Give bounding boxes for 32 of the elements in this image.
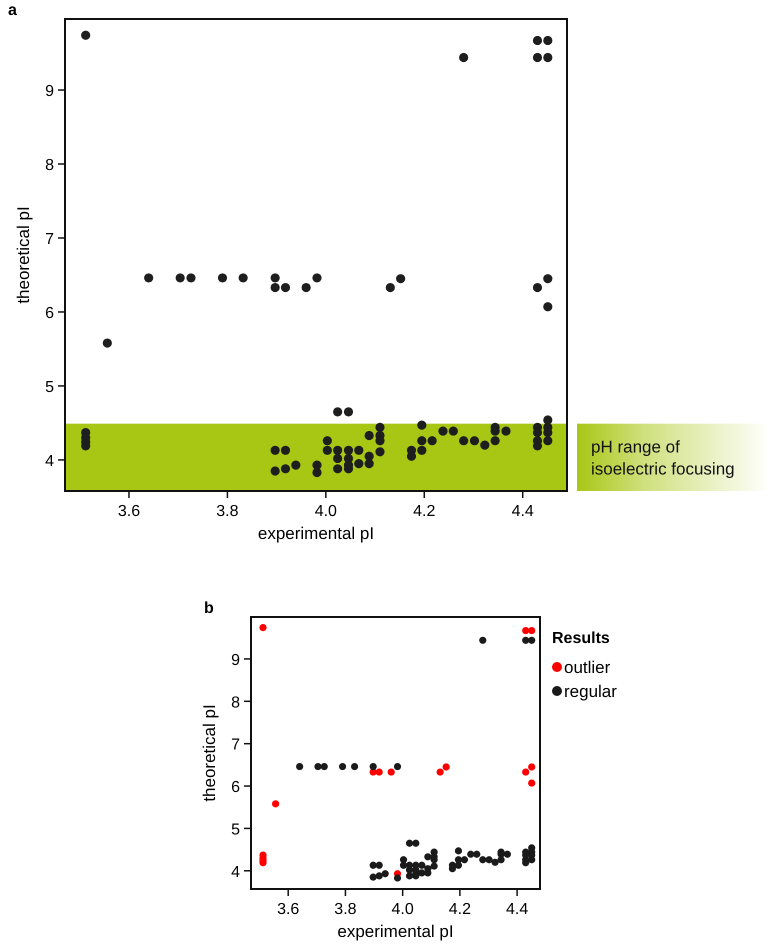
y-tick-label: 5 [231, 821, 240, 838]
legend-title: Results [552, 630, 610, 647]
y-tick-label: 4 [45, 452, 54, 470]
legend-label: regular [564, 682, 618, 701]
x-tick-label: 4.2 [413, 503, 436, 520]
y-tick-label: 6 [45, 304, 54, 322]
y-tick-label: 8 [45, 157, 54, 174]
legend-label: outlier [564, 658, 611, 677]
x-tick-label: 3.8 [334, 901, 357, 918]
y-axis-title: theoretical pI [200, 704, 219, 802]
x-axis-title: experimental pI [337, 922, 454, 941]
x-tick-label: 4.0 [392, 901, 414, 918]
y-tick-label: 9 [45, 83, 54, 100]
y-tick-label: 7 [45, 230, 54, 248]
y-tick-label: 5 [45, 378, 54, 396]
x-tick-label: 4.4 [512, 503, 534, 520]
x-tick-label: 4.0 [314, 503, 338, 520]
y-tick-label: 6 [231, 779, 240, 796]
y-axis-title: theoretical pI [14, 206, 33, 304]
y-tick-label: 7 [231, 736, 240, 754]
x-tick-label: 3.6 [277, 901, 300, 918]
x-tick-label: 4.2 [448, 901, 472, 918]
x-axis-title: experimental pI [258, 524, 374, 543]
x-tick-label: 4.4 [506, 901, 528, 918]
x-tick-label: 3.8 [216, 503, 239, 520]
x-tick-label: 3.6 [118, 503, 140, 520]
chart-title: a [8, 2, 17, 19]
y-tick-label: 4 [231, 864, 240, 881]
chart-title: b [204, 600, 214, 617]
band-label: pH range of isoelectric focusing [591, 437, 735, 478]
y-tick-label: 9 [231, 652, 240, 669]
y-tick-label: 8 [231, 694, 240, 712]
